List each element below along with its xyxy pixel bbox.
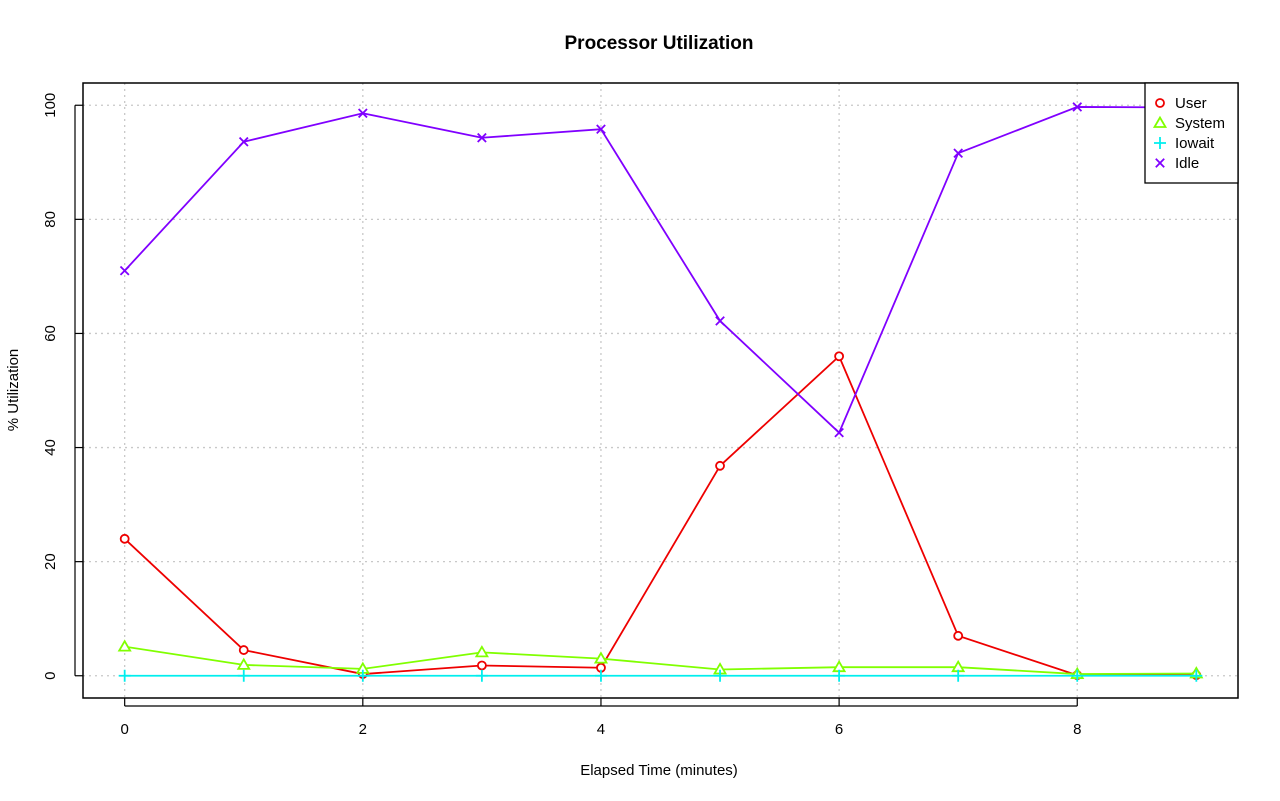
data-point-iowait [833, 669, 846, 682]
series-user [119, 351, 1202, 681]
series-system [117, 639, 1204, 679]
data-point-iowait [952, 669, 965, 682]
y-tick-label: 80 [42, 211, 59, 228]
data-point-user [238, 645, 249, 655]
data-point-idle [238, 136, 249, 147]
data-point-idle [596, 124, 606, 135]
series-layer [117, 102, 1204, 682]
series-line-system [124, 645, 1197, 675]
x-tick-label: 4 [597, 721, 605, 738]
x-axis-label: Elapsed Time (minutes) [580, 762, 738, 779]
data-point-idle [119, 265, 130, 276]
y-axis-label: % Utilization [5, 349, 22, 432]
data-point-user [715, 460, 725, 471]
chart-title: Processor Utilization [565, 33, 754, 54]
plot-frame [82, 82, 1239, 699]
y-axis: 0 20 40 60 80 100 [42, 93, 83, 680]
data-point-user [834, 351, 845, 362]
data-point-system [474, 645, 489, 658]
y-tick-label: 100 [42, 93, 59, 118]
legend-label-system: System [1175, 115, 1225, 132]
data-point-idle [834, 427, 844, 438]
data-point-iowait [714, 669, 727, 682]
legend-label-idle: Idle [1175, 155, 1199, 172]
legend-marker-system [1152, 115, 1168, 128]
legend-label-user: User [1175, 95, 1207, 112]
x-tick-label: 2 [359, 721, 367, 738]
data-point-idle [357, 108, 368, 119]
series-idle [119, 102, 1202, 438]
data-point-idle [715, 316, 725, 326]
data-point-iowait [118, 669, 131, 682]
data-point-system [236, 657, 251, 670]
data-point-user [119, 533, 130, 544]
data-point-iowait [1190, 669, 1203, 682]
series-iowait [118, 669, 1203, 682]
y-tick-label: 60 [42, 325, 59, 342]
legend-marker-iowait [1154, 137, 1166, 149]
legend-marker-user [1155, 98, 1165, 108]
data-point-iowait [594, 669, 607, 682]
data-point-system [117, 639, 132, 652]
series-line-idle [124, 106, 1197, 435]
data-point-iowait [1071, 669, 1084, 682]
data-point-idle [1072, 102, 1083, 112]
series-line-user [124, 354, 1197, 677]
legend-marker-idle [1155, 158, 1165, 168]
grid [83, 83, 1238, 698]
data-point-iowait [237, 669, 250, 682]
x-tick-label: 6 [835, 721, 843, 738]
x-tick-label: 8 [1073, 721, 1081, 738]
data-point-iowait [356, 669, 369, 682]
data-point-idle [953, 148, 964, 159]
data-point-system [593, 651, 609, 664]
data-point-user [953, 630, 964, 641]
x-axis: 0 2 4 6 8 [121, 698, 1081, 738]
x-tick-label: 0 [121, 721, 129, 738]
legend: User System Iowait Idle [1144, 82, 1239, 184]
y-tick-label: 0 [42, 672, 59, 680]
legend-label-iowait: Iowait [1175, 135, 1215, 152]
y-tick-label: 20 [42, 553, 59, 570]
data-point-user [476, 660, 487, 671]
y-tick-label: 40 [42, 439, 59, 456]
data-point-iowait [475, 669, 488, 682]
data-point-idle [477, 132, 487, 143]
